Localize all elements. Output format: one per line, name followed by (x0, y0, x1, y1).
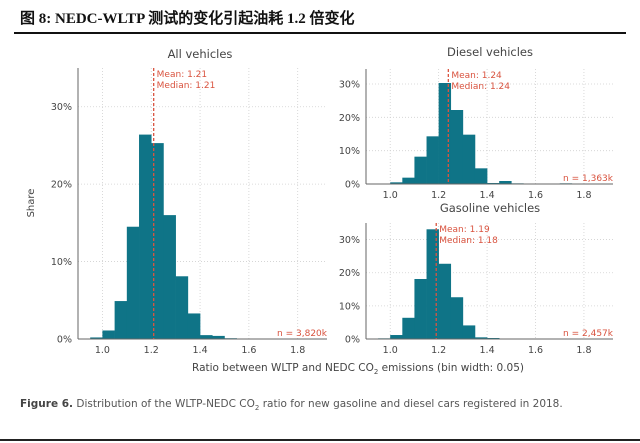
y-tick-label: 30% (339, 235, 360, 246)
sample-size-label: n = 2,457k (563, 329, 614, 339)
x-tick-label: 1.2 (431, 190, 446, 201)
x-axis-label-part: Ratio between WLTP and NEDC CO (192, 362, 374, 374)
histogram-bar (390, 182, 403, 184)
histogram-bar (402, 177, 415, 184)
caption-text: ratio for new gasoline and diesel cars r… (259, 398, 563, 410)
median-label: Median: 1.18 (439, 236, 498, 246)
x-axis-label-subscript: 2 (374, 368, 378, 376)
x-tick-label: 1.4 (480, 190, 495, 201)
histogram-bar (474, 337, 488, 339)
histogram-bar (163, 215, 176, 339)
median-label: Median: 1.24 (451, 82, 510, 92)
y-tick-label: 0% (345, 180, 360, 191)
histogram-bar (175, 276, 189, 339)
histogram-bar (200, 335, 213, 339)
mean-label: Mean: 1.19 (439, 225, 490, 235)
x-tick-label: 1.0 (383, 190, 398, 201)
y-tick-label: 0% (57, 335, 72, 346)
histogram-bar (187, 313, 201, 339)
gasoline-vehicles-title: Gasoline vehicles (440, 201, 540, 215)
caption-subscript: 2 (254, 404, 260, 413)
y-tick-label: 30% (51, 102, 72, 113)
mean-label: Mean: 1.21 (157, 70, 207, 80)
diesel-vehicles-title: Diesel vehicles (447, 45, 533, 59)
caption-text: Distribution of the WLTP-NEDC CO (73, 398, 255, 410)
x-tick-label: 1.4 (480, 345, 495, 356)
histogram-bar (139, 134, 152, 339)
x-tick-label: 1.0 (95, 345, 110, 356)
y-tick-label: 0% (345, 335, 360, 346)
histogram-bar (450, 110, 464, 184)
x-tick-label: 1.8 (576, 345, 591, 356)
x-tick-label: 1.8 (290, 345, 305, 356)
mean-label: Mean: 1.24 (451, 71, 502, 81)
y-tick-label: 20% (339, 113, 360, 124)
all-vehicles-title: All vehicles (168, 47, 233, 61)
y-tick-label: 10% (339, 301, 360, 312)
histogram-bar (102, 330, 115, 339)
histogram-bar (114, 301, 128, 339)
x-tick-label: 1.8 (576, 190, 591, 201)
y-tick-label: 20% (51, 180, 72, 191)
histogram-bar (151, 143, 164, 339)
x-axis-label-part: emissions (bin width: 0.05) (378, 362, 524, 374)
footer-divider (0, 439, 640, 441)
figure-caption: Figure 6. Distribution of the WLTP-NEDC … (20, 396, 580, 416)
histogram-bar (414, 279, 427, 339)
y-tick-label: 30% (339, 80, 360, 91)
histogram-bar (426, 229, 439, 339)
caption-label: Figure 6. (20, 398, 74, 410)
y-tick-label: 10% (339, 146, 360, 157)
histogram-bar (212, 335, 225, 339)
y-axis-label: Share (26, 189, 37, 218)
y-tick-label: 20% (339, 268, 360, 279)
histogram-bar (450, 297, 464, 339)
histogram-bar (438, 263, 452, 339)
histogram-bar (414, 156, 427, 184)
x-tick-label: 1.0 (383, 345, 398, 356)
x-tick-label: 1.6 (241, 345, 256, 356)
histogram-bar (390, 335, 403, 339)
histogram-bar (438, 83, 452, 184)
histogram-bar (426, 136, 439, 184)
x-tick-label: 1.2 (431, 345, 446, 356)
x-tick-label: 1.2 (144, 345, 159, 356)
x-tick-label: 1.4 (193, 345, 208, 356)
histogram-bar (474, 168, 488, 184)
figure-header-title: 图 8: NEDC-WLTP 测试的变化引起油耗 1.2 倍变化 (20, 11, 355, 27)
histogram-bar (126, 226, 140, 339)
histogram-bar (462, 325, 476, 339)
x-axis-label: Ratio between WLTP and NEDC CO2 emission… (192, 362, 524, 376)
x-tick-label: 1.6 (528, 190, 543, 201)
median-label: Median: 1.21 (157, 81, 216, 91)
y-tick-label: 10% (51, 257, 72, 268)
sample-size-label: n = 3,820k (277, 329, 328, 339)
histogram-bar (462, 134, 476, 184)
header-divider (14, 32, 626, 34)
histogram-bar (90, 337, 103, 339)
histogram-bar (402, 317, 415, 339)
sample-size-label: n = 1,363k (563, 174, 614, 184)
x-tick-label: 1.6 (528, 345, 543, 356)
histogram-bar (499, 181, 512, 184)
